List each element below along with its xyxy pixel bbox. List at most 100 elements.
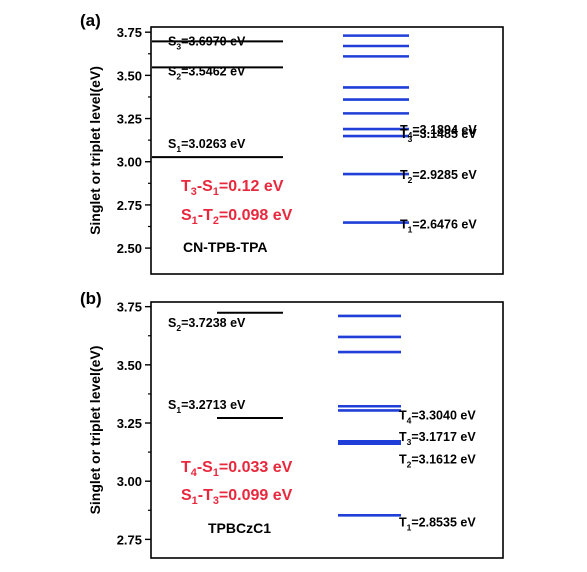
energy-gap-label-value: =0.12 eV bbox=[219, 178, 284, 195]
triplet-label-T2: T2=3.1612 eV bbox=[399, 453, 476, 470]
triplet-label-T4-value: =3.3040 eV bbox=[411, 408, 476, 422]
y-axis-label: Singlet or triplet level(eV) bbox=[87, 346, 103, 515]
energy-gap-label-value: =0.098 eV bbox=[219, 207, 293, 224]
y-tick-label: 2.75 bbox=[117, 198, 142, 213]
singlet-label-S1-subscript: 1 bbox=[176, 405, 181, 415]
panel-a: (a) Singlet or triplet level(eV) 2.50 2.75 3… bbox=[80, 11, 504, 275]
singlet-label-S1-symbol: S bbox=[168, 398, 176, 412]
singlet-label-S3-subscript: 3 bbox=[176, 41, 181, 51]
panel-b: (b) Singlet or triplet level(eV) 2.75 3.00 3… bbox=[80, 289, 504, 559]
energy-gap-label-a-sub: 1 bbox=[192, 215, 198, 227]
y-tick-label: 3.75 bbox=[117, 300, 142, 315]
triplet-label-T1: T1=2.8535 eV bbox=[399, 515, 476, 532]
triplet-label-T4-subscript: 4 bbox=[407, 415, 412, 425]
singlet-label-S2-subscript: 2 bbox=[176, 323, 181, 333]
energy-gap-label-b: T bbox=[203, 207, 213, 224]
triplet-label-T1-symbol: T bbox=[400, 218, 408, 232]
triplet-label-T2-subscript: 2 bbox=[408, 175, 413, 185]
triplet-label-T3-symbol: T bbox=[399, 430, 407, 444]
energy-gap-label-minus: - bbox=[198, 207, 203, 224]
singlet-label-S3-value: =3.6970 eV bbox=[181, 34, 246, 48]
triplet-label-T4-symbol: T bbox=[399, 408, 407, 422]
singlet-label-S2: S2=3.5462 eV bbox=[168, 64, 246, 81]
singlet-label-S2-symbol: S bbox=[168, 316, 176, 330]
energy-gap-label-b-sub: 1 bbox=[213, 186, 219, 198]
energy-gap-label-a-sub: 1 bbox=[192, 495, 198, 507]
energy-gap-label: T4-S1=0.033 eV bbox=[181, 459, 293, 479]
triplet-label-T3-subscript: 3 bbox=[408, 134, 413, 144]
singlet-label-S3-symbol: S bbox=[168, 34, 176, 48]
energy-gap-label-value: =0.099 eV bbox=[219, 487, 293, 504]
y-tick-label: 3.25 bbox=[117, 416, 142, 431]
panel-label: (b) bbox=[80, 289, 102, 308]
energy-gap-label-minus: - bbox=[197, 459, 202, 476]
singlet-label-S2-subscript: 2 bbox=[176, 71, 181, 81]
energy-gap-label-a: S bbox=[181, 207, 192, 224]
triplet-label-T3-value: =3.1485 eV bbox=[412, 127, 477, 141]
y-tick-label: 2.50 bbox=[117, 241, 142, 256]
singlet-label-S2-symbol: S bbox=[168, 64, 176, 78]
triplet-label-T1-value: =2.8535 eV bbox=[411, 515, 476, 529]
triplet-label-T4-value: =3.1894 eV bbox=[412, 123, 477, 137]
energy-gap-label-b: T bbox=[203, 487, 213, 504]
triplet-label-T4: T4=3.3040 eV bbox=[399, 408, 476, 425]
energy-gap-label: T3-S1=0.12 eV bbox=[181, 178, 284, 198]
energy-gap-label: S1-T2=0.098 eV bbox=[181, 207, 293, 227]
energy-gap-label-b-sub: 3 bbox=[213, 495, 219, 507]
triplet-label-T1-subscript: 1 bbox=[407, 522, 412, 532]
y-tick-label: 3.25 bbox=[117, 112, 142, 127]
y-axis-label: Singlet or triplet level(eV) bbox=[87, 66, 103, 235]
energy-gap-label-b-sub: 2 bbox=[213, 215, 219, 227]
panel-label: (a) bbox=[80, 11, 101, 30]
energy-gap-label-minus: - bbox=[197, 178, 202, 195]
plot-frame bbox=[150, 26, 504, 275]
singlet-label-S2: S2=3.7238 eV bbox=[168, 316, 246, 333]
singlet-label-S1: S1=3.0263 eV bbox=[168, 137, 246, 154]
y-tick-label: 3.50 bbox=[117, 358, 142, 373]
triplet-label-T1: T1=2.6476 eV bbox=[400, 218, 477, 235]
triplet-label-T1-subscript: 1 bbox=[408, 225, 413, 235]
triplet-label-T2-value: =2.9285 eV bbox=[412, 168, 477, 182]
triplet-label-T2-symbol: T bbox=[400, 168, 408, 182]
singlet-label-S2-value: =3.7238 eV bbox=[181, 316, 246, 330]
energy-gap-label-value: =0.033 eV bbox=[219, 459, 293, 476]
plot-frame bbox=[150, 301, 504, 559]
triplet-label-T3: T3=3.1485 eV bbox=[400, 127, 477, 144]
triplet-label-T1-symbol: T bbox=[399, 515, 407, 529]
singlet-label-S1-value: =3.0263 eV bbox=[181, 137, 246, 151]
y-tick-label: 3.00 bbox=[117, 474, 142, 489]
singlet-label-S1: S1=3.2713 eV bbox=[168, 398, 246, 415]
triplet-label-T3-value: =3.1717 eV bbox=[411, 430, 476, 444]
y-tick-label: 3.00 bbox=[117, 155, 142, 170]
energy-gap-label-a: S bbox=[181, 487, 192, 504]
triplet-label-T3-symbol: T bbox=[400, 127, 408, 141]
energy-gap-label-b: S bbox=[202, 178, 213, 195]
triplet-label-T4-symbol: T bbox=[400, 123, 408, 137]
energy-gap-label-b-sub: 1 bbox=[213, 467, 219, 479]
molecule-name: TPBCzC1 bbox=[208, 520, 271, 536]
singlet-label-S1-subscript: 1 bbox=[176, 144, 181, 154]
energy-gap-label-a: T bbox=[181, 178, 191, 195]
y-tick-label: 2.75 bbox=[117, 532, 142, 547]
triplet-label-T2-value: =3.1612 eV bbox=[411, 453, 476, 467]
triplet-label-T4-subscript: 4 bbox=[408, 130, 413, 140]
triplet-label-T2-symbol: T bbox=[399, 453, 407, 467]
triplet-label-T2-subscript: 2 bbox=[407, 460, 412, 470]
y-tick-label: 3.50 bbox=[117, 68, 142, 83]
triplet-label-T3-subscript: 3 bbox=[407, 437, 412, 447]
singlet-label-S3: S3=3.6970 eV bbox=[168, 34, 246, 51]
energy-gap-label-a: T bbox=[181, 459, 191, 476]
singlet-label-S1-symbol: S bbox=[168, 137, 176, 151]
energy-gap-label-b: S bbox=[202, 459, 213, 476]
triplet-label-T4: T4=3.1894 eV bbox=[400, 123, 477, 140]
energy-gap-label: S1-T3=0.099 eV bbox=[181, 487, 293, 507]
triplet-label-T1-value: =2.6476 eV bbox=[412, 218, 477, 232]
singlet-label-S2-value: =3.5462 eV bbox=[181, 64, 246, 78]
triplet-label-T2: T2=2.9285 eV bbox=[400, 168, 477, 185]
triplet-label-T3: T3=3.1717 eV bbox=[399, 430, 476, 447]
singlet-label-S1-value: =3.2713 eV bbox=[181, 398, 246, 412]
energy-gap-label-minus: - bbox=[198, 487, 203, 504]
energy-gap-label-a-sub: 3 bbox=[191, 186, 197, 198]
energy-gap-label-a-sub: 4 bbox=[191, 467, 197, 479]
